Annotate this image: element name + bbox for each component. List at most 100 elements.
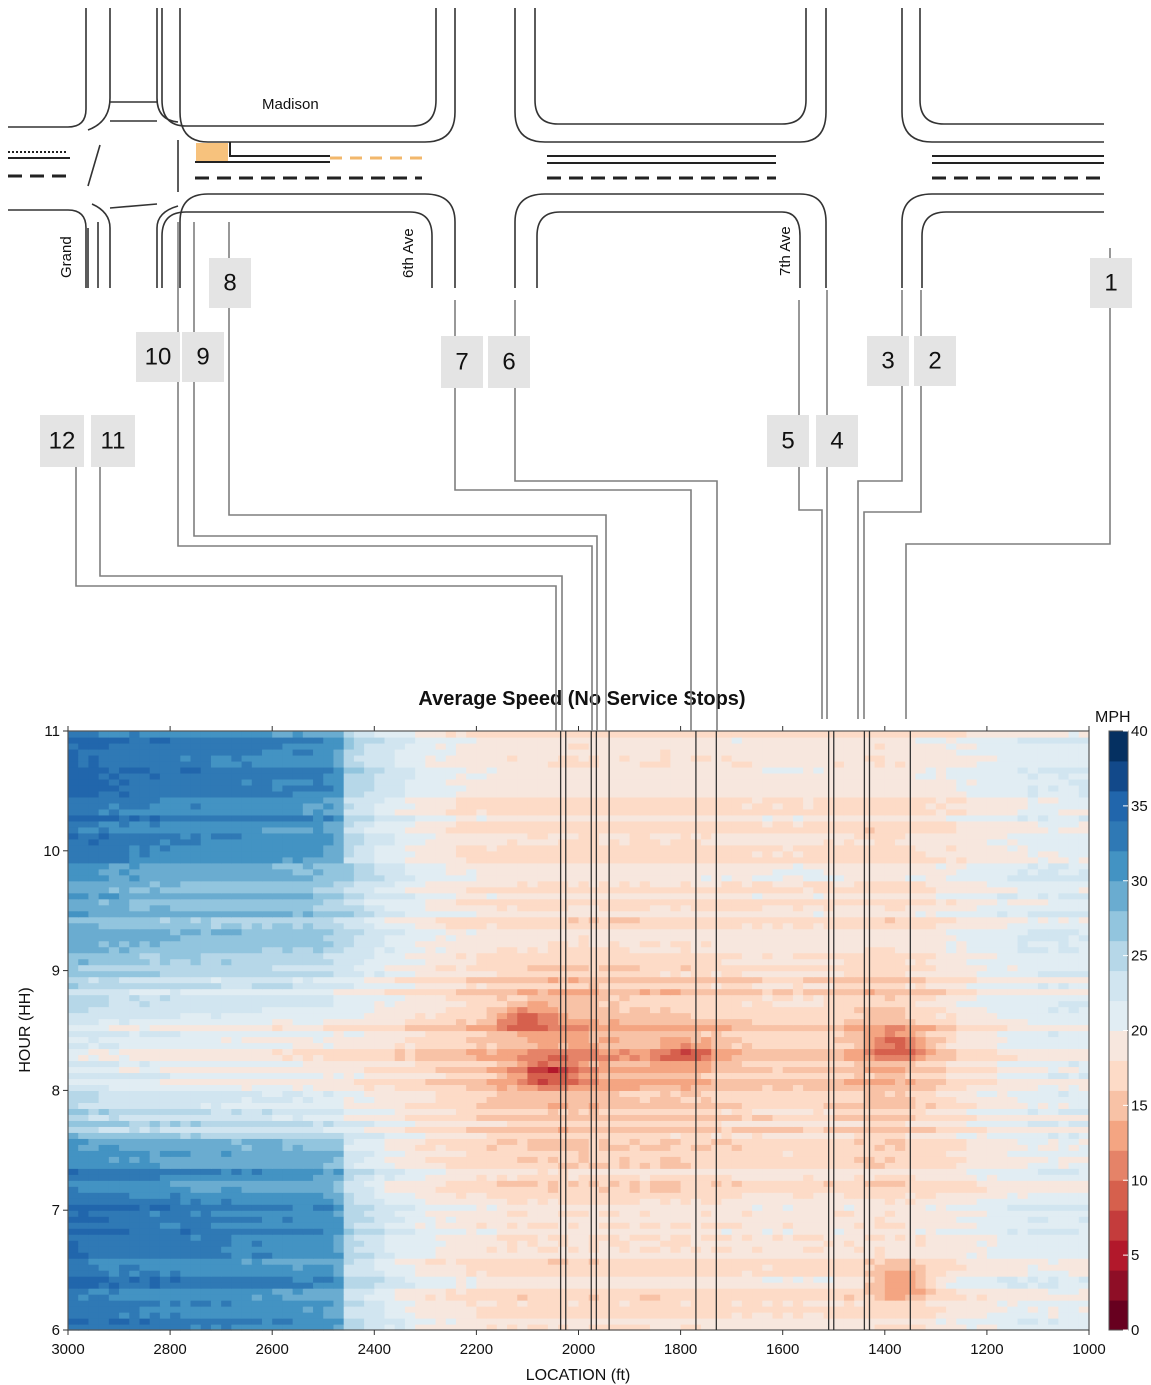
heatmap-cell [639,1258,651,1265]
heatmap-cell [159,1192,171,1199]
heatmap-cell [609,1186,620,1193]
heatmap-cell [895,1282,906,1289]
heatmap-cell [568,1084,580,1091]
heatmap-cell [119,1300,130,1307]
heatmap-cell [915,1300,927,1307]
heatmap-cell [1017,1210,1029,1217]
heatmap-cell [946,1240,957,1247]
heatmap-cell [935,1066,947,1074]
heatmap-cell [547,1030,559,1038]
heatmap-cell [782,1246,794,1253]
heatmap-cell [639,1144,651,1151]
heatmap-cell [925,1222,937,1229]
heatmap-cell [874,1240,886,1247]
heatmap-cell [843,1036,855,1044]
heatmap-cell [394,1312,406,1319]
heatmap-cell [956,1072,968,1080]
heatmap-cell [445,1156,457,1163]
heatmap-cell [129,1156,141,1163]
heatmap-cell [78,1036,90,1044]
heatmap-cell [364,1030,375,1038]
heatmap-cell [139,1090,151,1097]
heatmap-cell [1037,1180,1049,1187]
heatmap-cell [364,1186,375,1193]
heatmap-cell [180,1234,192,1241]
heatmap-cell [639,1180,651,1187]
heatmap-cell [813,1312,825,1319]
heatmap-cell [415,1126,426,1133]
heatmap-cell [527,1252,539,1259]
heatmap-cell [803,1066,814,1074]
heatmap-cell [313,1048,324,1056]
heatmap-cell [364,1222,375,1229]
heatmap-cell [313,1318,324,1325]
heatmap-cell [782,1240,794,1247]
heatmap-cell [159,1234,171,1241]
heatmap-cell [323,1054,335,1062]
heatmap-cell [292,1156,304,1163]
heatmap-cell [558,1192,569,1199]
heatmap-cell [272,1132,284,1139]
heatmap-cell [149,1174,161,1181]
heatmap-cell [221,1102,232,1109]
heatmap-cell [537,1234,549,1241]
heatmap-cell [272,1144,284,1151]
heatmap-cell [496,1300,508,1307]
heatmap-cell [323,1102,335,1109]
heatmap-cell [292,1060,304,1068]
heatmap-cell [731,1270,743,1277]
heatmap-cell [874,1270,886,1277]
heatmap-cell [119,1276,130,1283]
heatmap-cell [762,1126,774,1133]
heatmap-cell [241,1306,253,1313]
heatmap-cell [190,1102,202,1109]
heatmap-cell [997,1132,1008,1139]
heatmap-cell [843,1108,855,1115]
heatmap-cell [98,1036,110,1044]
heatmap-cell [895,1318,906,1325]
heatmap-cell [854,1114,865,1121]
heatmap-cell [68,1276,79,1283]
heatmap-cell [159,1306,171,1313]
heatmap-cell [88,1126,100,1133]
heatmap-cell [313,1144,324,1151]
heatmap-cell [649,1108,661,1115]
heatmap-cell [119,1138,130,1145]
heatmap-cell [782,1132,794,1139]
heatmap-cell [517,1132,529,1139]
heatmap-cell [680,1258,692,1265]
heatmap-cell [302,1216,314,1223]
heatmap-cell [956,1108,968,1115]
heatmap-cell [670,1084,682,1091]
heatmap-cell [1017,1084,1029,1091]
heatmap-cell [874,1090,886,1097]
heatmap-cell [302,1030,314,1038]
heatmap-cell [149,1240,161,1247]
heatmap-cell [803,1228,814,1235]
heatmap-cell [394,1030,406,1038]
heatmap-cell [986,1318,998,1325]
heatmap-cell [139,1096,151,1103]
heatmap-cell [680,1318,692,1325]
heatmap-cell [935,1288,947,1295]
heatmap-cell [895,1042,906,1050]
heatmap-cell [353,1048,365,1056]
heatmap-cell [466,1186,477,1193]
heatmap-cell [721,1168,733,1175]
heatmap-cell [547,1318,559,1325]
heatmap-cell [88,1072,100,1080]
heatmap-cell [108,1294,120,1301]
heatmap-cell [200,1126,212,1133]
heatmap-cell [1017,1108,1029,1115]
heatmap-cell [680,1264,692,1271]
heatmap-cell [1007,1216,1019,1223]
heatmap-cell [292,1192,304,1199]
heatmap-cell [200,1108,212,1115]
heatmap-cell [833,1246,845,1253]
heatmap-cell [364,1114,375,1121]
heatmap-cell [466,1312,477,1319]
heatmap-cell [1048,1318,1059,1325]
heatmap-cell [558,1126,569,1133]
heatmap-cell [935,1234,947,1241]
heatmap-cell [537,1192,549,1199]
